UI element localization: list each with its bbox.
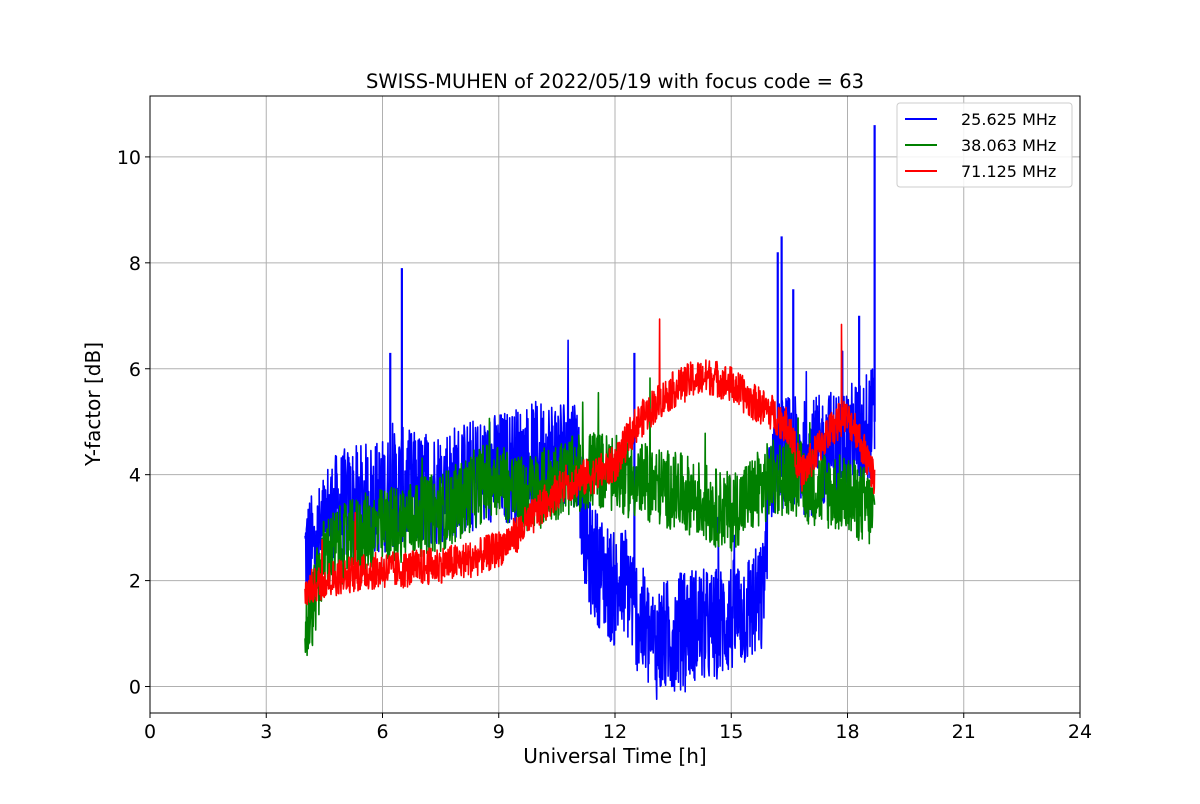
- y-axis-label: Y-factor [dB]: [81, 342, 105, 467]
- y-tick-label: 8: [129, 253, 141, 275]
- x-tick-label: 18: [835, 721, 859, 743]
- series-line: [304, 377, 876, 657]
- x-axis-label: Universal Time [h]: [523, 744, 706, 768]
- y-tick-label: 6: [129, 359, 141, 381]
- x-tick-label: 15: [719, 721, 743, 743]
- x-tick-label: 0: [144, 721, 156, 743]
- x-tick-label: 12: [603, 721, 627, 743]
- legend-box: [896, 102, 1073, 188]
- y-tick-label: 0: [129, 677, 141, 699]
- series-line: [304, 318, 876, 606]
- chart-title: SWISS-MUHEN of 2022/05/19 with focus cod…: [366, 70, 864, 93]
- x-tick-label: 9: [493, 721, 505, 743]
- y-tick-label: 2: [129, 571, 141, 593]
- x-tick-label: 3: [260, 721, 272, 743]
- x-tick-label: 24: [1068, 721, 1092, 743]
- legend-label: 71.125 MHz: [961, 162, 1056, 181]
- y-tick-label: 10: [117, 147, 141, 169]
- x-tick-label: 21: [952, 721, 976, 743]
- legend: 25.625 MHz 38.063 MHz 71.125 MHz: [896, 102, 1073, 188]
- legend-label: 38.063 MHz: [961, 136, 1056, 155]
- series-layer: [304, 125, 876, 701]
- legend-label: 25.625 MHz: [961, 110, 1056, 129]
- y-tick-label: 4: [129, 465, 141, 487]
- x-tick-label: 6: [376, 721, 388, 743]
